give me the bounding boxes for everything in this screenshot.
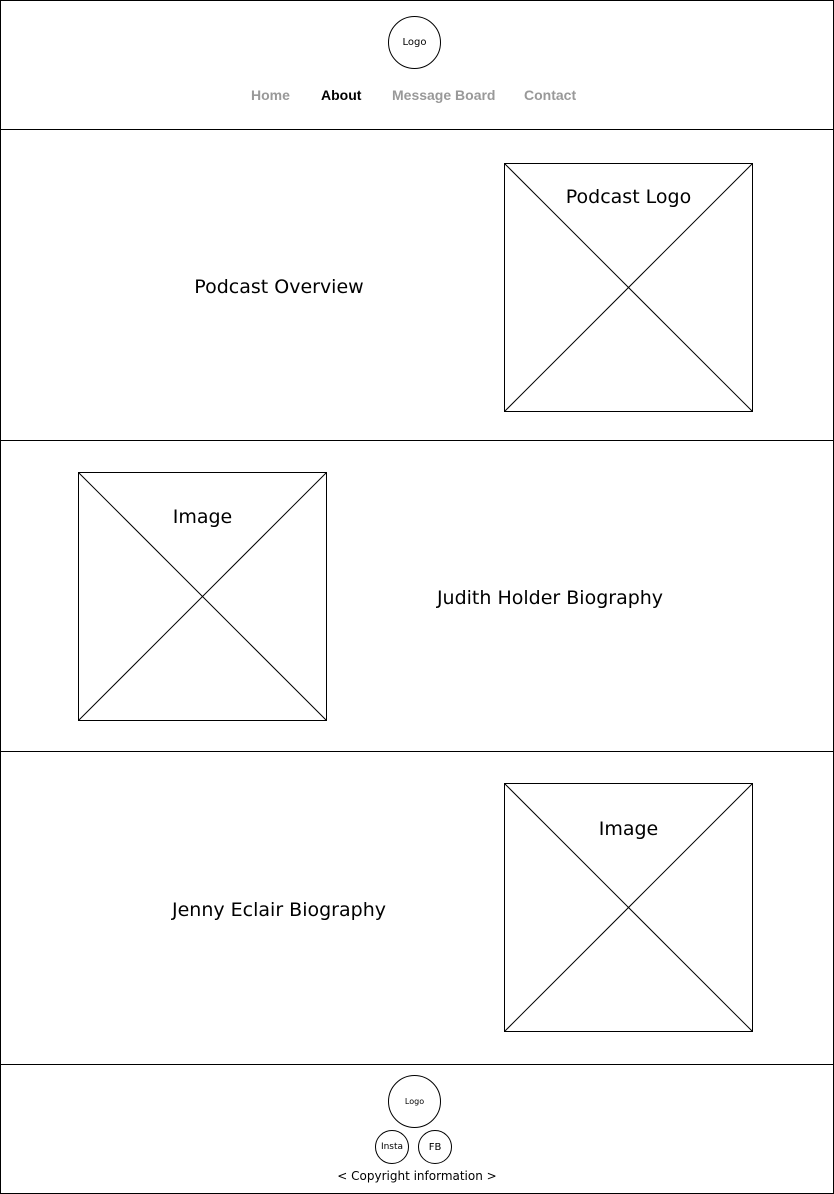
instagram-link[interactable]: Insta <box>375 1130 409 1164</box>
jenny-eclair-section: Jenny Eclair Biography Image <box>0 751 834 1065</box>
podcast-overview-section: Podcast Overview Podcast Logo <box>0 129 834 441</box>
podcast-overview-text: Podcast Overview <box>194 276 364 298</box>
site-footer: Logo Insta FB < Copyright information > <box>0 1064 834 1194</box>
judith-holder-image-placeholder: Image <box>78 472 327 721</box>
jenny-eclair-biography-text: Jenny Eclair Biography <box>172 899 386 921</box>
footer-logo-label: Logo <box>404 1097 425 1106</box>
nav-item-home[interactable]: Home <box>251 87 290 103</box>
placeholder-cross-icon <box>505 784 752 1031</box>
facebook-link[interactable]: FB <box>418 1130 452 1164</box>
copyright-text: < Copyright information > <box>337 1169 497 1183</box>
site-header: Logo Home About Message Board Contact <box>0 0 834 130</box>
judith-holder-biography-text: Judith Holder Biography <box>436 587 664 609</box>
nav-item-contact[interactable]: Contact <box>524 87 577 103</box>
podcast-logo-label: Podcast Logo <box>565 186 692 208</box>
nav-item-about[interactable]: About <box>321 87 362 103</box>
facebook-label: FB <box>428 1141 442 1153</box>
nav-item-message-board[interactable]: Message Board <box>392 87 496 103</box>
placeholder-cross-icon <box>505 164 752 411</box>
logo-label: Logo <box>402 37 427 48</box>
site-logo[interactable]: Logo <box>388 16 441 69</box>
jenny-eclair-image-placeholder: Image <box>504 783 753 1032</box>
footer-logo[interactable]: Logo <box>388 1075 441 1128</box>
jenny-eclair-image-label: Image <box>598 818 659 840</box>
instagram-label: Insta <box>380 1142 404 1152</box>
judith-holder-image-label: Image <box>172 506 233 528</box>
judith-holder-section: Image Judith Holder Biography <box>0 440 834 752</box>
podcast-logo-placeholder: Podcast Logo <box>504 163 753 412</box>
main-nav: Home About Message Board Contact <box>1 87 833 107</box>
placeholder-cross-icon <box>79 473 326 720</box>
